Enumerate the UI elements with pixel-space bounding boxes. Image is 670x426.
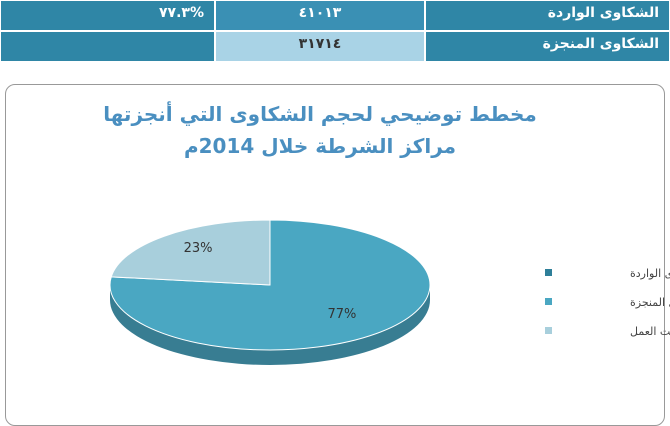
table-cell: ٣١٧١٤ <box>215 31 425 62</box>
chart-title: مخطط توضيحي لحجم الشكاوى التي أنجزتها مر… <box>103 102 537 158</box>
pie-slice <box>110 219 271 286</box>
legend-label: اشكاوى المنجزة <box>630 296 670 309</box>
legend-swatch <box>545 269 552 276</box>
legend-swatch <box>545 327 552 334</box>
pie-slice-side <box>110 285 430 365</box>
table-cell: الشكاوى المنجزة <box>425 31 670 62</box>
legend-swatch <box>545 298 552 305</box>
legend-label: الشكاوى الواردة <box>630 267 670 280</box>
table-cell: ٤١٠١٣ <box>215 0 425 31</box>
table-cell: %٧٧.٣ <box>0 0 215 31</box>
table-cell: الشكاوى الواردة <box>425 0 670 31</box>
data-label: 77% <box>327 307 356 322</box>
chart: 77% 23% الشكاوى الواردة اشكاوى المنجزة تحت ا… <box>109 219 670 365</box>
data-label: 23% <box>184 241 213 256</box>
legend-label: تحت العمل <box>630 325 670 338</box>
table-cell-empty <box>0 31 215 62</box>
